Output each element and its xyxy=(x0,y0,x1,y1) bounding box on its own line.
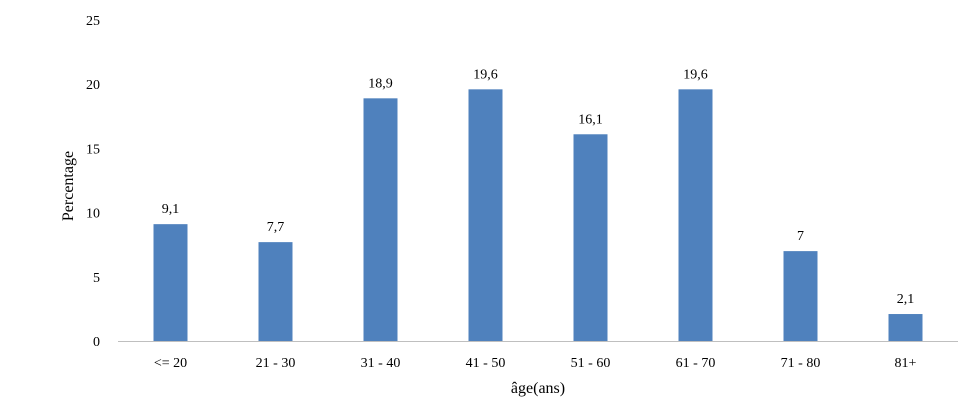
y-tick-label: 15 xyxy=(86,142,100,157)
bar-value-label: 7 xyxy=(797,229,804,244)
bar-value-label: 7,7 xyxy=(267,220,285,235)
x-tick-label: <= 20 xyxy=(154,356,187,371)
bar-value-label: 19,6 xyxy=(683,67,708,82)
bar xyxy=(468,89,503,341)
x-tick-label: 21 - 30 xyxy=(256,356,296,371)
bars xyxy=(153,89,923,341)
x-tick-label: 31 - 40 xyxy=(361,356,401,371)
bar-value-label: 19,6 xyxy=(473,67,498,82)
x-axis-ticks: <= 20 21 - 30 31 - 40 41 - 50 51 - 60 61 - 70… xyxy=(154,356,917,371)
bar xyxy=(678,89,713,341)
y-axis-ticks: 0 5 10 15 20 25 xyxy=(86,14,100,350)
bar xyxy=(363,98,398,341)
y-tick-label: 0 xyxy=(93,335,100,350)
y-tick-label: 5 xyxy=(93,271,100,286)
data-labels: 9,1 7,7 18,9 19,6 16,1 19,6 7 2,1 xyxy=(162,67,915,307)
y-axis-title: Percentage xyxy=(60,151,77,221)
x-tick-label: 41 - 50 xyxy=(466,356,506,371)
bar xyxy=(153,224,188,341)
x-tick-label: 51 - 60 xyxy=(571,356,611,371)
bar-value-label: 18,9 xyxy=(368,76,393,91)
bar xyxy=(573,134,608,341)
x-tick-label: 61 - 70 xyxy=(676,356,716,371)
bar-value-label: 16,1 xyxy=(578,112,603,127)
y-tick-label: 10 xyxy=(86,207,100,222)
bar xyxy=(783,251,818,341)
y-tick-label: 20 xyxy=(86,78,100,93)
bar xyxy=(888,314,923,341)
x-axis-title: âge(ans) xyxy=(511,380,565,397)
x-tick-label: 81+ xyxy=(895,356,917,371)
x-tick-label: 71 - 80 xyxy=(781,356,821,371)
y-tick-label: 25 xyxy=(86,14,100,29)
bar-value-label: 9,1 xyxy=(162,202,180,217)
bar xyxy=(258,242,293,341)
bar-value-label: 2,1 xyxy=(897,292,915,307)
